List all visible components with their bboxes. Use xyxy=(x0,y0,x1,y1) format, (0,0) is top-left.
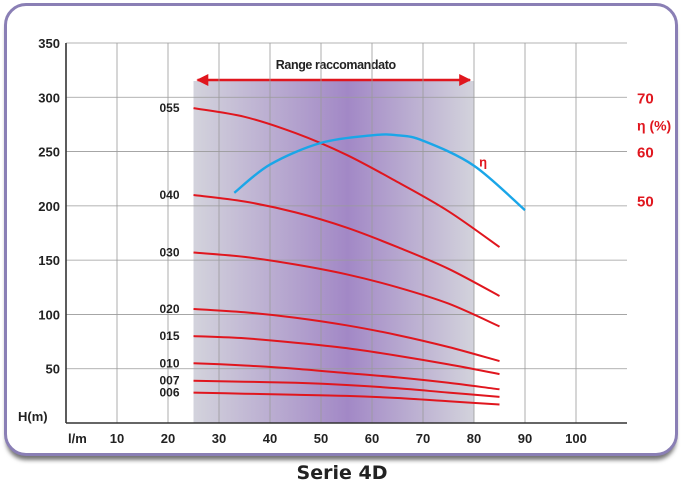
curve-label-015: 015 xyxy=(159,329,179,343)
y2-tick-label: 50 xyxy=(637,193,654,210)
efficiency-label: η xyxy=(479,154,487,169)
curve-label-010: 010 xyxy=(159,356,179,370)
y2-tick-label: 70 xyxy=(637,90,654,107)
curve-007 xyxy=(193,379,500,398)
curve-label-006: 006 xyxy=(159,386,179,400)
x-tick-label: 10 xyxy=(110,431,124,446)
chart-caption: Serie 4D xyxy=(296,462,388,484)
range-label: Range raccomandato xyxy=(276,58,397,72)
x-tick-label: 60 xyxy=(365,431,379,446)
curve-055 xyxy=(193,107,501,248)
curve-010 xyxy=(193,362,500,391)
curve-label-040: 040 xyxy=(159,188,179,202)
efficiency-curve: η xyxy=(233,133,526,212)
x-tick-label: 70 xyxy=(416,431,430,446)
curve-015 xyxy=(193,335,500,376)
y-tick-label: 50 xyxy=(46,362,60,377)
x-axis-title: l/m xyxy=(68,431,87,446)
x-tick-label: 20 xyxy=(161,431,175,446)
y-tick-label: 250 xyxy=(38,145,60,160)
y-tick-label: 300 xyxy=(38,90,60,105)
y-tick-label: 200 xyxy=(38,199,60,214)
curve-006 xyxy=(193,391,500,406)
x-tick-label: 50 xyxy=(314,431,328,446)
efficiency-line xyxy=(233,133,526,212)
curve-label-055: 055 xyxy=(159,101,179,115)
x-tick-label: 30 xyxy=(212,431,226,446)
y-tick-label: 100 xyxy=(38,307,60,322)
recommended-range: Range raccomandato xyxy=(193,58,474,423)
curve-030 xyxy=(193,251,500,328)
y2-tick-label: 60 xyxy=(637,145,654,162)
curve-label-007: 007 xyxy=(159,374,179,388)
curve-label-020: 020 xyxy=(159,302,179,316)
x-tick-label: 80 xyxy=(467,431,481,446)
grid xyxy=(65,42,627,424)
y2-axis-title: η (%) xyxy=(637,117,671,133)
x-tick-label: 90 xyxy=(518,431,532,446)
curve-label-030: 030 xyxy=(159,246,179,260)
axis-labels: 50 100 150 200 250 300 350 10 20 30 40 50 60 70 80 90 10… xyxy=(18,36,671,446)
x-tick-label: 100 xyxy=(565,431,587,446)
curve-040 xyxy=(193,194,500,297)
y-tick-label: 150 xyxy=(38,253,60,268)
x-tick-label: 40 xyxy=(263,431,277,446)
curve-020 xyxy=(193,308,500,363)
y-axis-title: H(m) xyxy=(18,409,48,424)
y-tick-label: 350 xyxy=(38,36,60,51)
